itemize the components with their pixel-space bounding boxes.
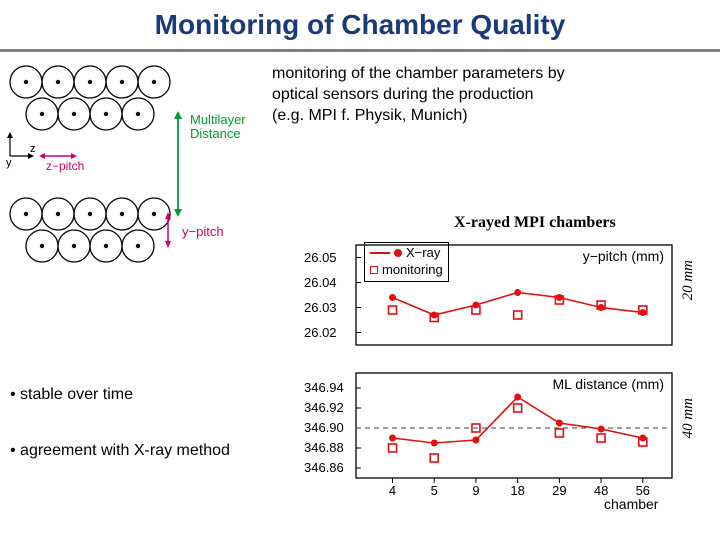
svg-text:z: z — [30, 143, 36, 155]
ytick-label: 346.90 — [304, 420, 344, 435]
side-label-40: 40 mm — [680, 398, 697, 438]
title-bar: Monitoring of Chamber Quality — [0, 0, 720, 52]
svg-text:29: 29 — [552, 483, 566, 498]
bullet-agreement: agreement with X-ray method — [10, 442, 230, 460]
svg-text:18: 18 — [510, 483, 524, 498]
svg-text:5: 5 — [431, 483, 438, 498]
svg-text:y−pitch (mm): y−pitch (mm) — [583, 248, 664, 264]
ytick-label: 26.04 — [304, 275, 337, 290]
svg-text:Distance: Distance — [190, 126, 241, 141]
ytick-label: 346.86 — [304, 460, 344, 475]
chart-ypitch: y−pitch (mm) — [354, 240, 674, 350]
description-block: monitoring of the chamber parameters by … — [272, 64, 565, 126]
chart-ml-distance: 45918294856ML distance (mm) — [354, 368, 674, 498]
ytick-label: 346.92 — [304, 400, 344, 415]
ytick-label: 26.05 — [304, 250, 337, 265]
svg-text:y: y — [6, 157, 12, 169]
svg-text:4: 4 — [389, 483, 396, 498]
svg-text:9: 9 — [472, 483, 479, 498]
ytick-label: 26.02 — [304, 325, 337, 340]
ytick-label: 26.03 — [304, 300, 337, 315]
svg-text:y−pitch: y−pitch — [182, 224, 224, 239]
chart-title: X-rayed MPI chambers — [454, 214, 616, 232]
desc-line-2: (e.g. MPI f. Physik, Munich) — [272, 106, 565, 127]
desc-line-1: optical sensors during the production — [272, 85, 565, 106]
bullet-stable: stable over time — [10, 386, 133, 404]
ytick-label: 346.94 — [304, 380, 344, 395]
chamber-diagram: y z z−pitch MultilayerDistance y−pitch — [6, 58, 258, 272]
svg-text:Multilayer: Multilayer — [190, 112, 246, 127]
svg-text:z−pitch: z−pitch — [46, 159, 84, 173]
side-label-20: 20 mm — [680, 260, 697, 300]
x-axis-label: chamber — [604, 496, 658, 512]
page-title: Monitoring of Chamber Quality — [155, 9, 566, 41]
svg-text:ML distance (mm): ML distance (mm) — [552, 376, 664, 392]
ytick-label: 346.88 — [304, 440, 344, 455]
desc-line-0: monitoring of the chamber parameters by — [272, 64, 565, 85]
